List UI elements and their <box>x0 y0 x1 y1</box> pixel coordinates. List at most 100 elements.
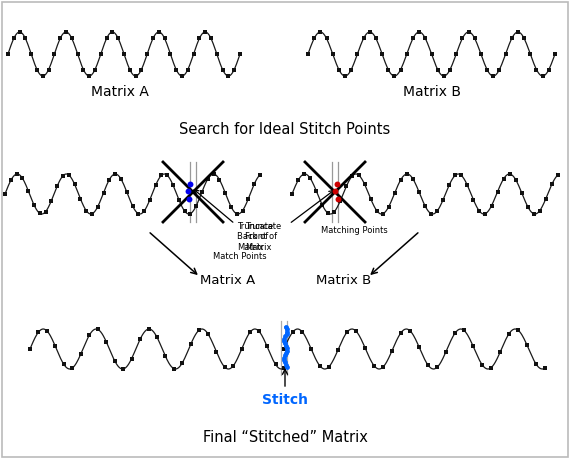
Point <box>414 188 424 196</box>
Point <box>501 50 510 58</box>
Point <box>79 66 88 73</box>
Point <box>495 66 504 73</box>
Point <box>192 202 201 209</box>
Point <box>93 326 102 333</box>
Text: Matrix B: Matrix B <box>316 274 372 286</box>
Point <box>499 175 508 183</box>
Point <box>134 210 143 217</box>
Point <box>282 364 291 371</box>
Point <box>108 28 117 36</box>
Point <box>457 172 466 179</box>
Point <box>178 359 187 366</box>
Point <box>82 207 91 214</box>
Point <box>172 66 181 73</box>
Text: Match Points: Match Points <box>213 252 267 261</box>
Point <box>328 50 337 58</box>
Point <box>27 50 36 58</box>
Point <box>335 66 344 73</box>
Point <box>317 201 327 208</box>
Point <box>475 207 484 215</box>
Point <box>154 28 164 36</box>
Point <box>254 327 263 335</box>
Point <box>493 188 502 196</box>
Point <box>372 207 381 214</box>
Point <box>488 73 498 80</box>
Point <box>177 73 186 80</box>
Point <box>324 363 333 370</box>
Point <box>477 50 486 58</box>
Point <box>464 28 473 36</box>
Point <box>209 170 218 178</box>
Point <box>282 349 291 357</box>
Point <box>67 35 76 42</box>
Point <box>294 177 303 184</box>
Point <box>244 195 253 202</box>
Point <box>101 338 111 345</box>
Point <box>226 203 235 210</box>
Point <box>446 66 455 73</box>
Point <box>486 364 495 371</box>
Point <box>148 35 157 42</box>
Point <box>283 328 292 336</box>
Point <box>128 202 137 209</box>
Point <box>332 180 341 188</box>
Point <box>44 66 53 73</box>
Point <box>84 73 93 80</box>
Point <box>87 210 96 218</box>
Point <box>263 343 272 350</box>
Point <box>110 357 119 364</box>
Point <box>76 195 85 202</box>
Point <box>30 201 39 208</box>
Point <box>538 73 547 80</box>
Point <box>62 28 71 36</box>
Point <box>450 330 459 337</box>
Point <box>279 356 288 364</box>
Point <box>324 210 333 217</box>
Point <box>169 365 178 372</box>
Point <box>145 196 154 203</box>
Point <box>195 35 204 42</box>
Point <box>298 328 307 335</box>
Point <box>35 210 44 217</box>
Point <box>359 35 368 42</box>
Point <box>306 174 315 182</box>
Point <box>203 175 213 183</box>
Point <box>237 345 246 353</box>
Point <box>348 172 357 179</box>
Point <box>458 35 467 42</box>
Point <box>427 50 436 58</box>
Point <box>354 171 363 179</box>
Point <box>531 360 540 368</box>
Point <box>322 35 331 42</box>
Point <box>125 66 135 73</box>
Point <box>279 364 288 372</box>
Point <box>504 330 514 337</box>
Point <box>340 73 349 80</box>
Text: Truncate
Front of
Matrix: Truncate Front of Matrix <box>245 222 281 252</box>
Point <box>197 188 206 196</box>
Point <box>116 175 125 183</box>
Point <box>9 35 18 42</box>
Point <box>441 348 450 355</box>
Point <box>42 327 51 335</box>
Point <box>235 50 245 58</box>
Point <box>184 187 193 195</box>
Point <box>478 361 487 368</box>
Point <box>96 50 105 58</box>
Point <box>366 195 375 202</box>
Point <box>1 190 10 198</box>
Point <box>483 66 492 73</box>
Point <box>451 172 460 179</box>
Point <box>402 170 412 178</box>
Point <box>279 345 288 353</box>
Point <box>280 352 290 359</box>
Point <box>111 170 120 178</box>
Point <box>342 183 351 190</box>
Point <box>58 172 67 179</box>
Point <box>136 336 145 343</box>
Point <box>396 66 405 73</box>
Point <box>433 207 442 215</box>
Point <box>281 323 290 330</box>
Point <box>212 50 221 58</box>
Point <box>470 35 479 42</box>
